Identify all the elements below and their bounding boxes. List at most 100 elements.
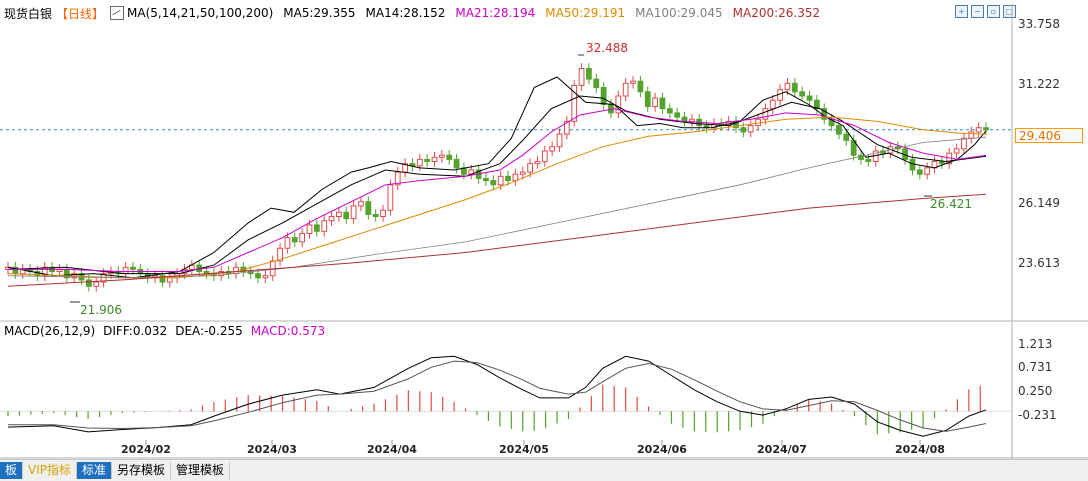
macd-diff-value: DIFF:0.032 xyxy=(103,324,168,338)
bottom-toolbar: 板 VIP指标 标准 另存模板 管理模板 xyxy=(0,459,1088,481)
zoom-in-icon[interactable]: + xyxy=(955,5,968,18)
candle xyxy=(563,120,570,135)
candle xyxy=(791,82,798,93)
ma14-line xyxy=(7,95,987,275)
price-tick-label: 33.758 xyxy=(1018,17,1060,31)
candle xyxy=(622,82,629,97)
macd-value: MACD:0.573 xyxy=(250,324,326,338)
candle xyxy=(262,275,269,279)
ma-params: MA(5,14,21,50,100,200) xyxy=(127,6,274,20)
candle xyxy=(938,161,945,165)
macd-tick-label: -0.231 xyxy=(1018,408,1057,422)
tab-first[interactable]: 板 xyxy=(0,462,24,479)
candle xyxy=(600,87,607,105)
candle xyxy=(843,133,850,141)
candle xyxy=(380,209,386,218)
indicator-icon[interactable] xyxy=(110,6,125,20)
candle xyxy=(652,97,658,108)
month-label: 2024/08 xyxy=(895,443,945,456)
candle xyxy=(681,116,688,122)
maximize-icon[interactable]: □ xyxy=(1003,5,1016,18)
manage-template-button[interactable]: 管理模板 xyxy=(171,462,231,479)
candle xyxy=(321,220,328,232)
chart-legend: 现货白银 【日线】 MA(5,14,21,50,100,200) MA5:29.… xyxy=(4,4,830,22)
candle xyxy=(365,201,372,215)
save-template-button[interactable]: 另存模板 xyxy=(112,462,172,479)
candle xyxy=(130,266,136,270)
candle xyxy=(255,273,261,279)
candle xyxy=(556,133,563,148)
candle xyxy=(571,84,578,122)
candle xyxy=(769,99,776,110)
candle xyxy=(313,224,320,232)
candle xyxy=(505,175,511,182)
high-annotation: 32.488 xyxy=(586,41,628,55)
candle xyxy=(865,158,872,163)
candle xyxy=(630,80,636,84)
candle xyxy=(159,275,166,283)
candle xyxy=(372,213,379,218)
candle xyxy=(644,91,651,108)
ma14-value: MA14:28.152 xyxy=(365,6,446,20)
low2-annotation: 26.421 xyxy=(930,197,972,211)
candle xyxy=(534,161,541,165)
candle xyxy=(674,112,681,118)
candle xyxy=(306,224,313,234)
macd-dea-value: DEA:-0.255 xyxy=(175,324,243,338)
candle xyxy=(784,82,791,91)
candle xyxy=(497,175,504,186)
price-tick-label: 31.222 xyxy=(1018,77,1060,91)
price-chart[interactable]: 32.488 21.906 26.421 33.758 31.222 26.149 23.6… xyxy=(0,0,1088,460)
candle xyxy=(541,150,548,163)
candle xyxy=(666,108,673,114)
candle xyxy=(291,237,298,243)
candle xyxy=(93,281,100,287)
month-label: 2024/03 xyxy=(247,443,297,456)
candle xyxy=(813,99,820,110)
macd-dea-line xyxy=(8,360,987,432)
ma200-line xyxy=(7,193,987,287)
candle xyxy=(284,237,291,249)
ma5-value: MA5:29.355 xyxy=(283,6,356,20)
candle xyxy=(961,137,967,150)
month-label: 2024/02 xyxy=(121,443,171,456)
candle xyxy=(916,169,923,175)
candle xyxy=(953,148,960,154)
candle xyxy=(836,125,842,135)
candle xyxy=(519,171,526,175)
candle xyxy=(387,184,394,211)
month-label: 2024/04 xyxy=(367,443,417,456)
candle xyxy=(233,266,239,275)
macd-legend: MACD(26,12,9) DIFF:0.032 DEA:-0.255 MACD… xyxy=(4,324,325,338)
candle xyxy=(968,131,975,139)
zoom-out-icon[interactable]: − xyxy=(971,5,984,18)
candle xyxy=(924,167,931,175)
candle xyxy=(799,91,806,97)
candle xyxy=(453,158,460,169)
candle xyxy=(490,180,497,186)
macd-params: MACD(26,12,9) xyxy=(4,324,96,338)
macd-tick-label: 0.250 xyxy=(1018,384,1052,398)
candle xyxy=(277,247,283,262)
tab-standard[interactable]: 标准 xyxy=(77,462,113,479)
ma100-line xyxy=(7,136,987,279)
ma100-value: MA100:29.045 xyxy=(635,6,723,20)
candle xyxy=(747,125,754,133)
candle xyxy=(483,177,489,182)
period-label[interactable]: 【日线】 xyxy=(56,6,105,21)
macd-tick-label: 1.213 xyxy=(1018,337,1052,351)
candle xyxy=(586,68,592,80)
candle xyxy=(394,171,401,186)
candle xyxy=(975,127,982,133)
candle xyxy=(858,154,864,160)
candle xyxy=(983,127,989,131)
current-price-tag: 29.406 xyxy=(1015,128,1083,143)
candle xyxy=(328,216,335,222)
tab-vip-indicator[interactable]: VIP指标 xyxy=(23,462,78,479)
candle xyxy=(343,211,350,220)
candle xyxy=(85,279,92,287)
restore-icon[interactable]: ▫ xyxy=(987,5,1000,18)
candle xyxy=(438,154,445,158)
candle xyxy=(578,68,585,86)
candle xyxy=(358,201,364,207)
